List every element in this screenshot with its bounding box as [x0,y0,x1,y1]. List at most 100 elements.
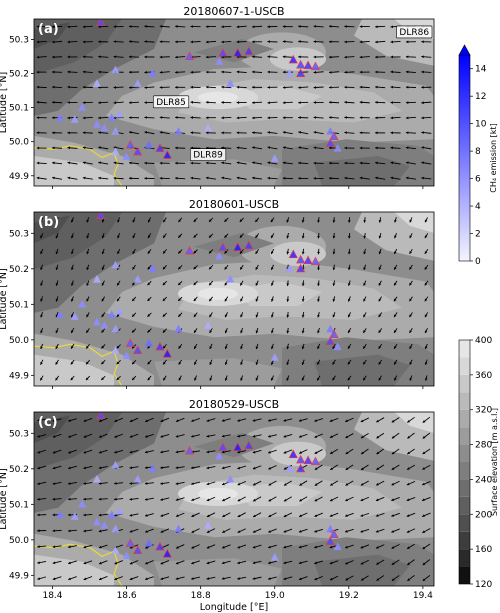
emission-source-marker [115,506,124,515]
emission-tick-label: 0 [475,257,481,267]
emission-source-marker [107,310,116,319]
emission-source-marker [133,474,142,483]
svg-text:DLR89: DLR89 [193,151,223,161]
emission-source-marker [333,144,342,152]
emission-source-marker [310,61,321,71]
emission-source-marker [55,113,64,121]
emission-source-marker [303,60,313,70]
emission-sources [55,212,342,361]
emission-source-marker [174,126,183,135]
elevation-tick-label: 120 [475,580,492,590]
emission-source-marker [329,329,339,338]
emission-source-marker [326,126,335,135]
emission-source-marker [333,342,342,351]
emission-tick-label: 12 [475,92,486,102]
emission-colorbar-label: CH₄ emission [kt] [489,123,498,192]
emission-source-marker [215,451,224,460]
y-tick-label: 50.2 [9,265,29,275]
elevation-tick-label: 240 [475,475,492,485]
y-tick-label: 50.0 [9,138,29,148]
emission-source-marker [174,324,183,333]
emission-source-marker [155,143,165,152]
emission-source-marker [133,79,142,87]
emission-source-marker [285,464,294,472]
terrain-layer [34,19,434,186]
y-axis-label: Latitude [°N] [0,72,9,133]
aircraft-label: DLR86 [396,25,433,39]
emission-source-marker [133,345,143,354]
emission-source-marker [296,263,306,273]
emission-tick-label: 14 [475,65,487,75]
plot-frame [33,18,435,187]
emission-source-marker [111,147,120,156]
emission-source-marker [288,449,298,459]
emission-source-marker [70,512,79,520]
panel-letter: (c) [38,415,58,430]
x-tick-label: 19.4 [413,591,433,601]
emission-source-marker [78,499,87,508]
elevation-tick-label: 160 [475,545,492,555]
elevation-colorbar: 120 160 200 240 280 320 360 400 Surface elevatio… [458,336,499,590]
emission-source-marker [155,341,165,351]
emission-source-marker [111,345,120,354]
emission-source-marker [296,59,306,69]
extend-max-arrow [458,44,471,56]
terrain-layer [34,212,434,386]
elevation-tick-label: 200 [475,510,492,520]
emission-source-marker [296,254,306,264]
emission-source-marker [233,47,243,57]
map-panel-3: 20180529-USCB (c) 49.9 50.0 50.1 50.2 50.3 Lati… [0,398,435,613]
y-tick-label: 50.2 [9,70,29,80]
elevation-tick-label: 400 [475,336,492,346]
panel-letter: (b) [38,215,59,230]
elevation-tick-label: 320 [475,406,492,416]
emission-source-marker [288,54,298,64]
emission-sources [55,19,342,162]
x-tick-label: 18.4 [42,591,62,601]
emission-source-marker [55,310,64,319]
emission-tick-label: 6 [475,175,481,185]
emission-tick-label: 2 [475,230,481,240]
emission-source-marker [218,47,228,57]
x-tick-label: 19.0 [265,591,285,601]
emission-source-marker [125,538,135,547]
emission-source-marker [244,46,254,55]
emission-source-marker [204,123,213,132]
emission-source-marker [122,351,131,359]
emission-source-marker [162,150,172,159]
emission-source-marker [92,517,102,526]
emission-source-marker [285,264,294,272]
emission-source-marker [244,440,254,450]
emission-source-marker [226,274,235,283]
emission-source-marker [100,123,109,132]
emission-sources [55,412,342,561]
emission-source-marker [325,536,335,546]
map-panel-2: 20180601-USCB (b) 49.9 50.0 50.1 50.2 50.3 Lati… [0,198,435,389]
svg-text:DLR86: DLR86 [399,28,429,38]
aircraft-label: DLR89 [190,148,227,161]
x-axis-label: Longitude [°E] [200,602,268,613]
y-tick-label: 50.3 [9,429,29,439]
emission-source-marker [100,521,109,529]
emission-source-marker [218,442,228,451]
emission-source-marker [326,524,335,533]
emission-source-marker [96,412,106,420]
elevation-tick-label: 360 [475,371,492,381]
emission-source-marker [100,321,109,329]
map-panel-1: 20180607-1-USCB (a) DLR85 DLR89 DLR86 49.9 50.… [0,5,435,189]
wind-vectors [37,416,431,582]
emission-source-marker [92,120,102,128]
emission-source-marker [111,65,120,74]
panel-title: 20180529-USCB [189,398,279,411]
emission-source-marker [115,306,124,315]
emission-source-marker [78,103,87,111]
emission-source-marker [70,115,79,123]
emission-source-marker [174,524,183,533]
elevation-tick-label: 280 [475,441,492,451]
emission-source-marker [296,68,306,77]
emission-source-marker [111,524,120,533]
y-tick-label: 50.1 [9,104,29,114]
emission-source-marker [226,474,235,483]
emission-source-marker [148,69,157,77]
emission-source-marker [92,79,102,87]
